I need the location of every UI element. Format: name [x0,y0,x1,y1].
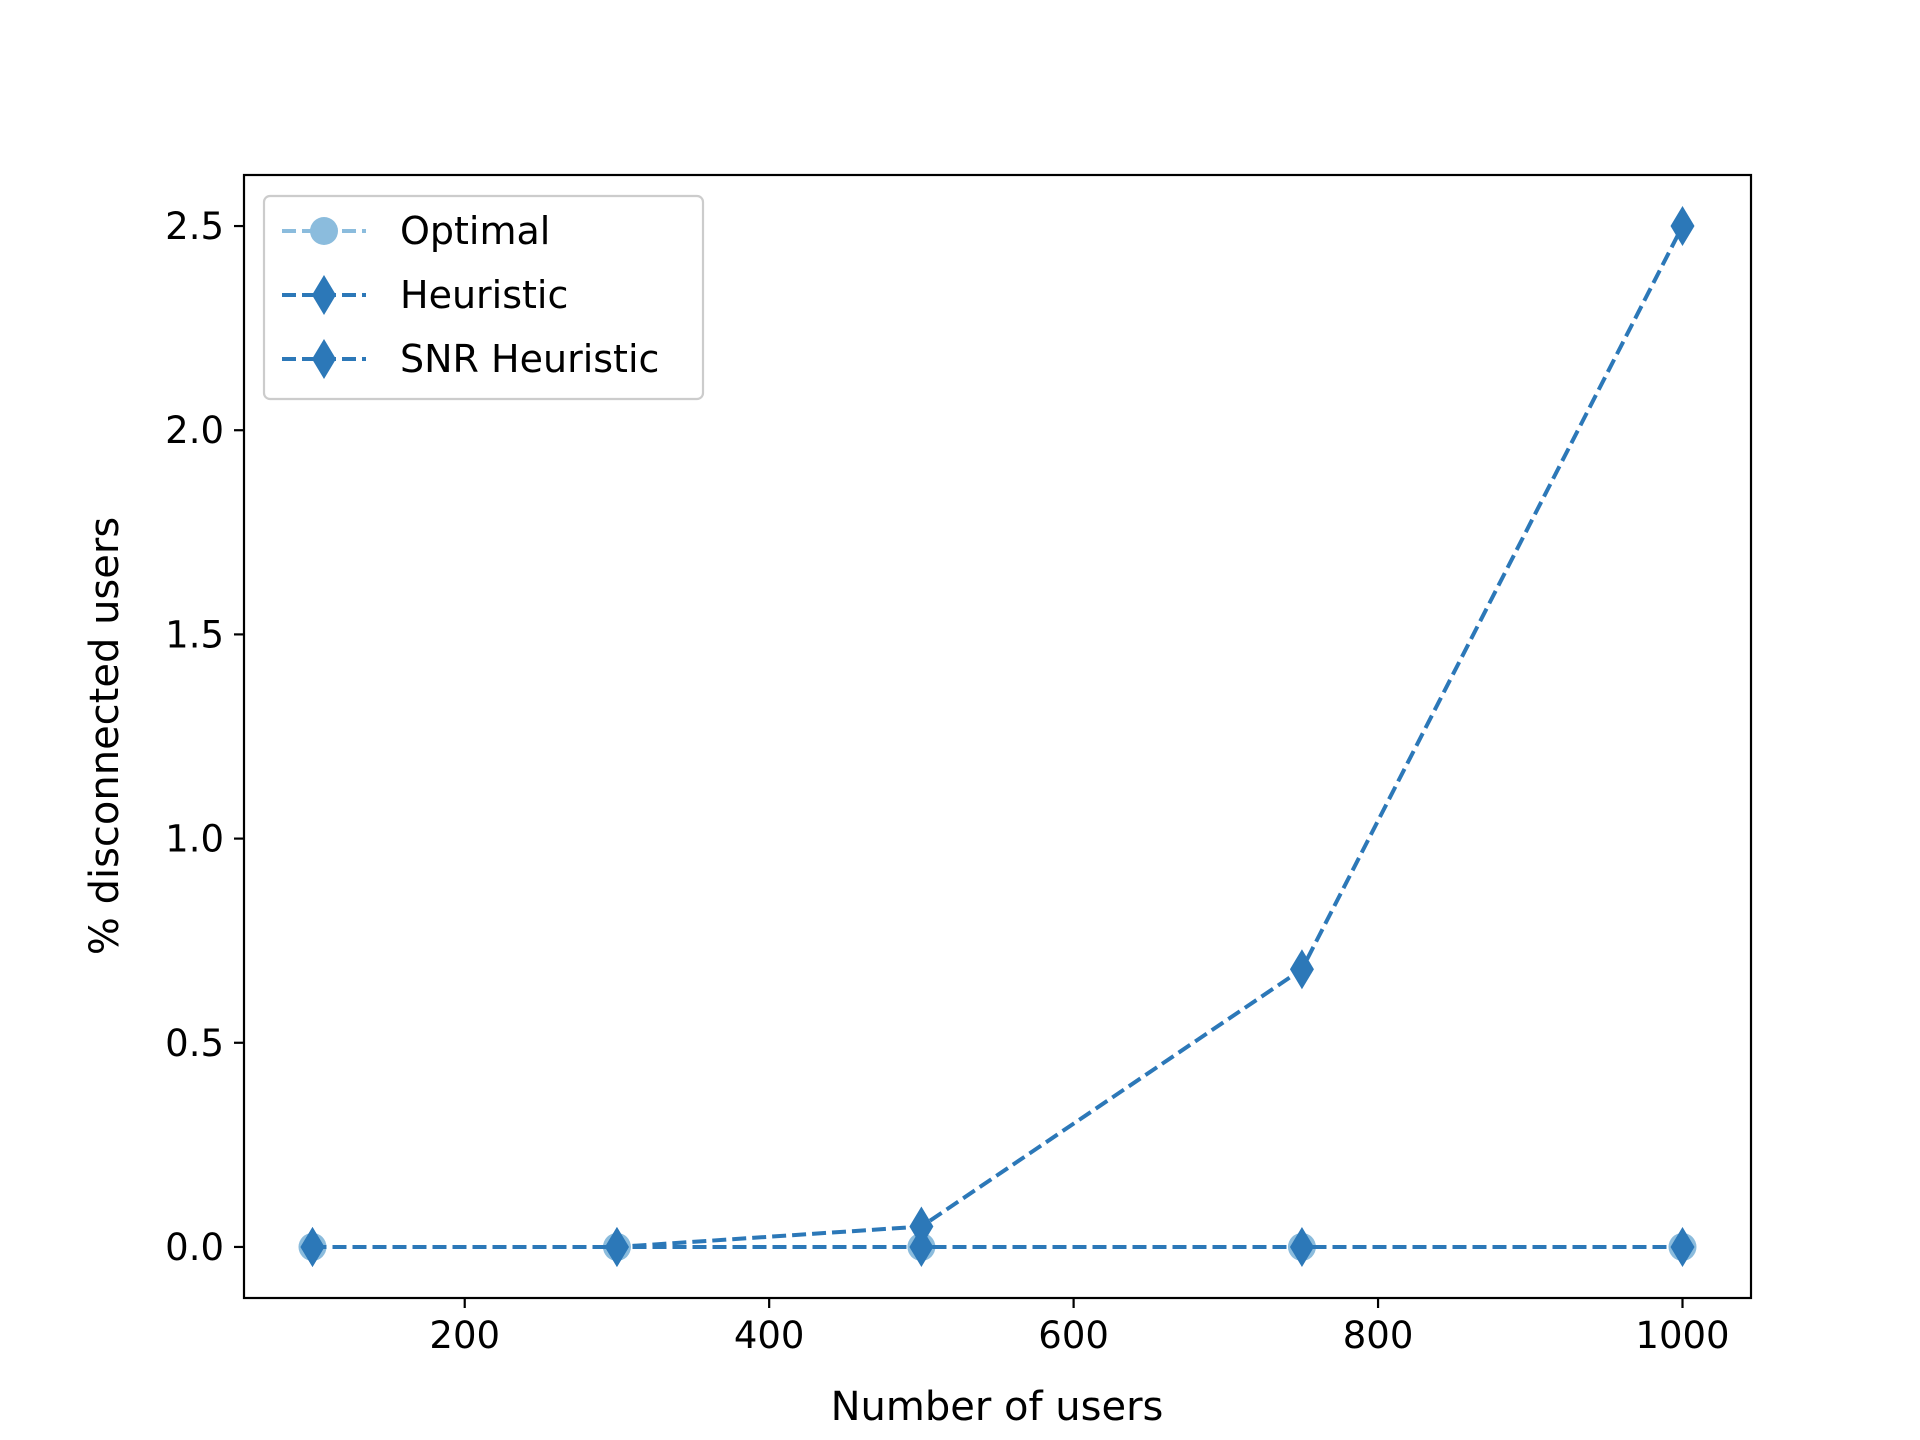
series-layer [298,206,1697,1267]
legend-marker [310,217,338,245]
y-axis: 0.0 0.5 1.0 1.5 2.0 2.5 [165,205,244,1269]
data-point [1670,206,1695,247]
legend: Optimal Heuristic SNR Heuristic [262,194,705,401]
legend-marker [312,275,336,315]
legend-box [262,194,705,401]
legend-label: SNR Heuristic [400,337,659,381]
y-tick-label: 0.0 [165,1226,224,1269]
data-point [909,1206,934,1247]
x-tick-label: 1000 [1635,1314,1729,1357]
x-tick-label: 600 [1038,1314,1109,1357]
data-point [909,1226,934,1267]
x-axis: 200 400 600 800 1000 [429,1298,1730,1357]
legend-label: Optimal [400,209,550,253]
y-tick-label: 2.0 [165,409,224,452]
x-axis-label: Number of users [831,1384,1164,1430]
y-tick-label: 1.5 [165,613,224,656]
data-point [300,1226,325,1267]
data-point [1289,1226,1314,1267]
y-tick-label: 2.5 [165,205,224,248]
legend-item-heuristic: Heuristic [282,273,568,317]
legend-label: Heuristic [400,273,568,317]
y-tick-label: 0.5 [165,1022,224,1065]
y-axis-label: % disconnected users [82,517,128,955]
data-point [604,1226,629,1267]
x-tick-label: 400 [734,1314,805,1357]
x-tick-label: 800 [1343,1314,1414,1357]
legend-marker [312,339,336,379]
plot-frame [242,173,1753,1300]
data-point [1289,949,1314,990]
x-tick-label: 200 [429,1314,500,1357]
legend-item-optimal: Optimal [282,209,550,253]
y-tick-label: 1.0 [165,818,224,861]
data-point [1670,1226,1695,1267]
legend-item-snr-heuristic: SNR Heuristic [282,337,659,381]
series-snr-heuristic [300,206,1695,1267]
